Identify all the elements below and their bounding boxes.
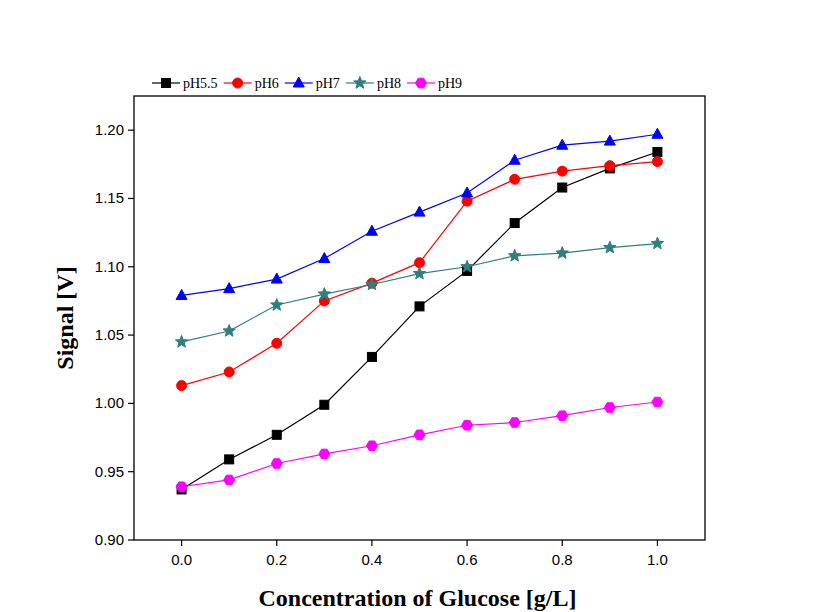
data-point xyxy=(558,183,567,192)
x-tick xyxy=(276,540,277,546)
data-point xyxy=(651,237,663,249)
legend-marker xyxy=(354,77,366,89)
data-point xyxy=(557,411,568,421)
data-point xyxy=(224,283,235,293)
y-tick-label: 1.20 xyxy=(95,121,124,138)
data-point xyxy=(652,157,662,167)
data-point xyxy=(461,260,473,272)
legend-marker xyxy=(416,78,427,88)
y-tick xyxy=(128,198,134,199)
data-point xyxy=(319,253,330,263)
x-tick xyxy=(562,540,563,546)
data-point xyxy=(510,219,519,228)
y-tick-label: 0.90 xyxy=(95,531,124,548)
x-tick-label: 0.6 xyxy=(457,551,478,568)
data-point xyxy=(509,418,520,428)
x-tick xyxy=(181,540,182,546)
x-tick-label: 0.0 xyxy=(171,551,192,568)
y-tick xyxy=(128,539,134,540)
data-point xyxy=(177,381,187,391)
data-point xyxy=(175,335,187,347)
x-tick xyxy=(466,540,467,546)
data-point xyxy=(223,324,235,336)
data-point xyxy=(367,352,376,361)
data-point xyxy=(225,455,234,464)
legend-label: pH6 xyxy=(255,76,279,91)
data-point xyxy=(557,139,568,149)
data-point xyxy=(176,482,187,492)
y-tick xyxy=(128,471,134,472)
data-point xyxy=(224,475,235,485)
x-tick-label: 0.8 xyxy=(552,551,573,568)
plot-frame xyxy=(134,96,705,540)
data-point xyxy=(271,459,282,469)
data-point xyxy=(508,249,520,261)
data-point xyxy=(320,400,329,409)
x-axis-label: Concentration of Glucose [g/L] xyxy=(259,585,577,611)
legend-label: pH9 xyxy=(438,76,462,91)
legend-label: pH7 xyxy=(316,76,340,91)
legend-marker xyxy=(162,79,171,88)
data-point xyxy=(557,166,567,176)
data-point xyxy=(318,288,330,300)
series-line xyxy=(182,134,658,295)
y-tick xyxy=(128,403,134,404)
data-point xyxy=(462,187,473,197)
data-point xyxy=(415,302,424,311)
data-point xyxy=(462,196,472,206)
data-point xyxy=(604,403,615,413)
y-tick xyxy=(128,334,134,335)
legend: pH5.5 pH6 pH7 pH8 pH9 xyxy=(152,76,462,91)
data-point xyxy=(413,267,425,279)
x-tick xyxy=(657,540,658,546)
data-point xyxy=(509,154,520,164)
series-line xyxy=(182,244,658,342)
data-point xyxy=(414,206,425,216)
chart: 0.0 0.2 0.4 0.6 0.8 1.0 0.90 0.95 1.00 1.05 1.10 1.… xyxy=(0,0,831,612)
data-point xyxy=(604,241,616,253)
data-point xyxy=(366,278,378,290)
series-line xyxy=(182,162,658,386)
data-point xyxy=(366,441,377,451)
data-point xyxy=(224,367,234,377)
data-point xyxy=(462,420,473,430)
y-tick-label: 1.10 xyxy=(95,258,124,275)
data-point xyxy=(176,289,187,299)
y-tick xyxy=(128,266,134,267)
data-point xyxy=(652,397,663,407)
y-tick-label: 1.00 xyxy=(95,394,124,411)
y-tick-label: 1.15 xyxy=(95,189,124,206)
data-point xyxy=(271,273,282,283)
data-point xyxy=(604,135,615,145)
data-point xyxy=(366,225,377,235)
data-point xyxy=(510,174,520,184)
x-tick-label: 1.0 xyxy=(647,551,668,568)
data-point xyxy=(414,430,425,440)
x-tick-label: 0.2 xyxy=(266,551,287,568)
legend-label: pH5.5 xyxy=(183,76,218,91)
data-point xyxy=(653,148,662,157)
data-point xyxy=(272,338,282,348)
plot-data xyxy=(175,128,663,494)
y-axis-label: Signal [V] xyxy=(52,266,78,369)
legend-marker xyxy=(233,78,243,88)
legend-label: pH8 xyxy=(377,76,401,91)
series-line xyxy=(182,152,658,489)
series-line xyxy=(182,402,658,487)
legend-marker xyxy=(293,77,304,87)
data-point xyxy=(272,430,281,439)
y-tick-label: 0.95 xyxy=(95,463,124,480)
data-point xyxy=(605,161,615,171)
data-point xyxy=(556,247,568,259)
x-tick-label: 0.4 xyxy=(361,551,382,568)
x-tick xyxy=(371,540,372,546)
data-point xyxy=(652,128,663,138)
y-tick xyxy=(128,130,134,131)
data-point xyxy=(319,449,330,459)
y-tick-label: 1.05 xyxy=(95,326,124,343)
data-point xyxy=(271,299,283,311)
